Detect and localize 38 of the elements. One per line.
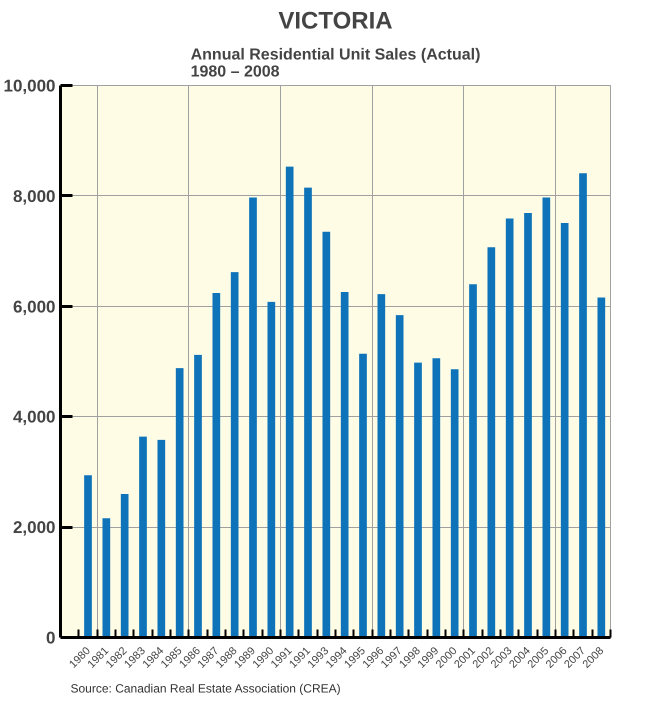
bar	[542, 198, 550, 638]
bar	[176, 368, 184, 638]
bar	[212, 293, 220, 638]
bar	[322, 232, 330, 638]
bar	[450, 369, 459, 638]
chart-subtitle: Annual Residential Unit Sales (Actual) 1980 – 2008	[190, 46, 480, 80]
y-tick-label: 6,000	[12, 297, 56, 316]
bar	[340, 292, 349, 638]
bar	[157, 440, 166, 638]
bar	[432, 358, 440, 638]
chart-title: VICTORIA	[278, 8, 393, 34]
bar	[84, 475, 92, 638]
bar	[249, 198, 257, 638]
bar	[560, 222, 569, 638]
y-tick-label: 8,000	[12, 186, 56, 206]
bar	[230, 272, 239, 638]
bar	[359, 354, 367, 638]
bar	[120, 494, 129, 638]
bar	[102, 518, 110, 638]
bar	[267, 302, 276, 638]
bar	[304, 188, 312, 638]
bar	[377, 294, 386, 638]
y-tick-label: 10,000	[4, 76, 56, 96]
y-tick-label: 4,000	[12, 408, 56, 427]
bar	[487, 247, 496, 638]
bar	[396, 315, 404, 638]
bar	[524, 213, 532, 638]
bar	[414, 362, 422, 638]
bar	[506, 218, 514, 638]
source-note: Source: Canadian Real Estate Association (CREA)	[70, 682, 341, 696]
y-tick-label: 2,000	[12, 518, 56, 538]
bar	[139, 436, 147, 638]
y-tick-label: 0	[46, 628, 56, 648]
bar	[469, 284, 477, 638]
bar	[597, 297, 606, 638]
bar	[579, 173, 587, 638]
bar	[194, 354, 202, 638]
bar	[286, 166, 294, 638]
